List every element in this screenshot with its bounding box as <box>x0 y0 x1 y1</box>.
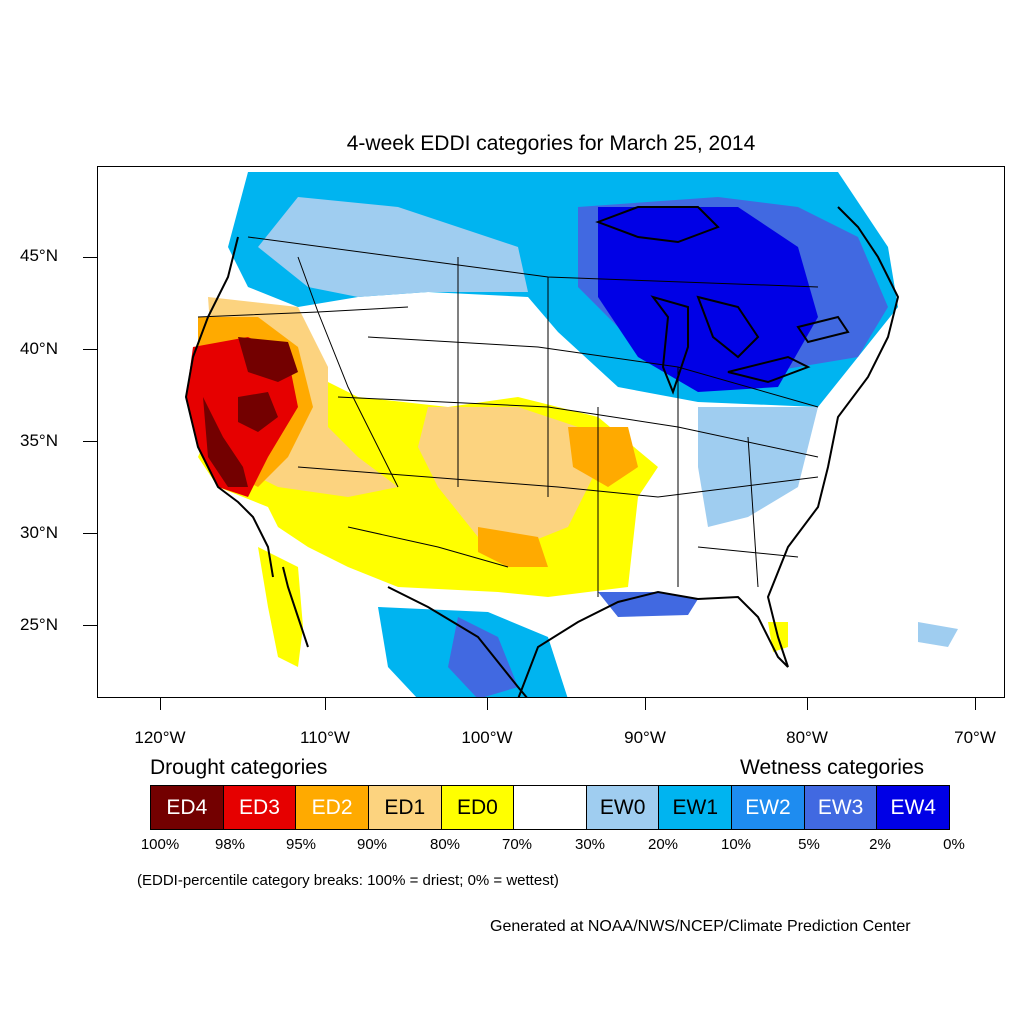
lat-tick-25 <box>83 625 97 626</box>
legend-box-ed4: ED4 <box>151 786 224 829</box>
lon-tick-90 <box>645 698 646 710</box>
lon-tick-80 <box>807 698 808 710</box>
break-label: 5% <box>798 836 820 853</box>
lat-label-45: 45°N <box>20 246 58 265</box>
lon-label-90: 90°W <box>624 728 666 747</box>
legend-box-ew4: EW4 <box>877 786 950 829</box>
lon-tick-110 <box>325 698 326 710</box>
legend-box-ed2: ED2 <box>296 786 369 829</box>
legend-colorbar: ED4 ED3 ED2 ED1 ED0 EW0 EW1 EW2 EW3 EW4 <box>150 785 950 830</box>
map-title: 4-week EDDI categories for March 25, 201… <box>346 132 756 155</box>
break-label: 70% <box>501 836 533 853</box>
break-label: 98% <box>214 836 246 853</box>
break-label: 95% <box>285 836 317 853</box>
break-label: 30% <box>574 836 606 853</box>
break-label: 20% <box>647 836 679 853</box>
lon-tick-120 <box>160 698 161 710</box>
category-note: (EDDI-percentile category breaks: 100% =… <box>137 872 559 889</box>
legend-box-ed1: ED1 <box>368 786 442 829</box>
lat-tick-40 <box>83 349 97 350</box>
lat-tick-35 <box>83 441 97 442</box>
lon-tick-100 <box>487 698 488 710</box>
legend-box-ew3: EW3 <box>804 786 878 829</box>
legend-box-ew0: EW0 <box>586 786 660 829</box>
legend-box-ed0: ED0 <box>441 786 515 829</box>
legend-box-ed3: ED3 <box>223 786 297 829</box>
great-lakes <box>595 206 850 395</box>
lon-label-110: 110°W <box>300 728 350 747</box>
eddi-map <box>97 166 1005 698</box>
lon-label-120: 120°W <box>134 728 186 747</box>
map-canvas <box>184 172 958 697</box>
lat-label-25: 25°N <box>20 615 58 634</box>
state-borders <box>197 236 819 597</box>
break-label: 100% <box>140 836 180 853</box>
lon-tick-70 <box>975 698 976 710</box>
break-label: 10% <box>720 836 752 853</box>
drought-heading: Drought categories <box>150 756 328 779</box>
break-label: 90% <box>356 836 388 853</box>
legend-box-normal <box>514 786 587 829</box>
legend-box-ew2: EW2 <box>732 786 805 829</box>
credit-text: Generated at NOAA/NWS/NCEP/Climate Predi… <box>490 918 911 935</box>
break-label: 2% <box>869 836 891 853</box>
lon-label-70: 70°W <box>954 728 996 747</box>
break-label: 80% <box>429 836 461 853</box>
ed4-region <box>203 337 298 487</box>
legend-box-ew1: EW1 <box>659 786 733 829</box>
break-label: 0% <box>943 836 965 853</box>
lat-tick-45 <box>83 257 97 258</box>
lat-tick-30 <box>83 533 97 534</box>
lat-label-30: 30°N <box>20 523 58 542</box>
coastline <box>184 206 900 697</box>
lat-label-40: 40°N <box>20 339 58 358</box>
lon-label-80: 80°W <box>786 728 828 747</box>
wetness-heading: Wetness categories <box>740 756 925 779</box>
ew0-region <box>258 197 958 647</box>
lon-label-100: 100°W <box>461 728 513 747</box>
lat-label-35: 35°N <box>20 431 58 450</box>
